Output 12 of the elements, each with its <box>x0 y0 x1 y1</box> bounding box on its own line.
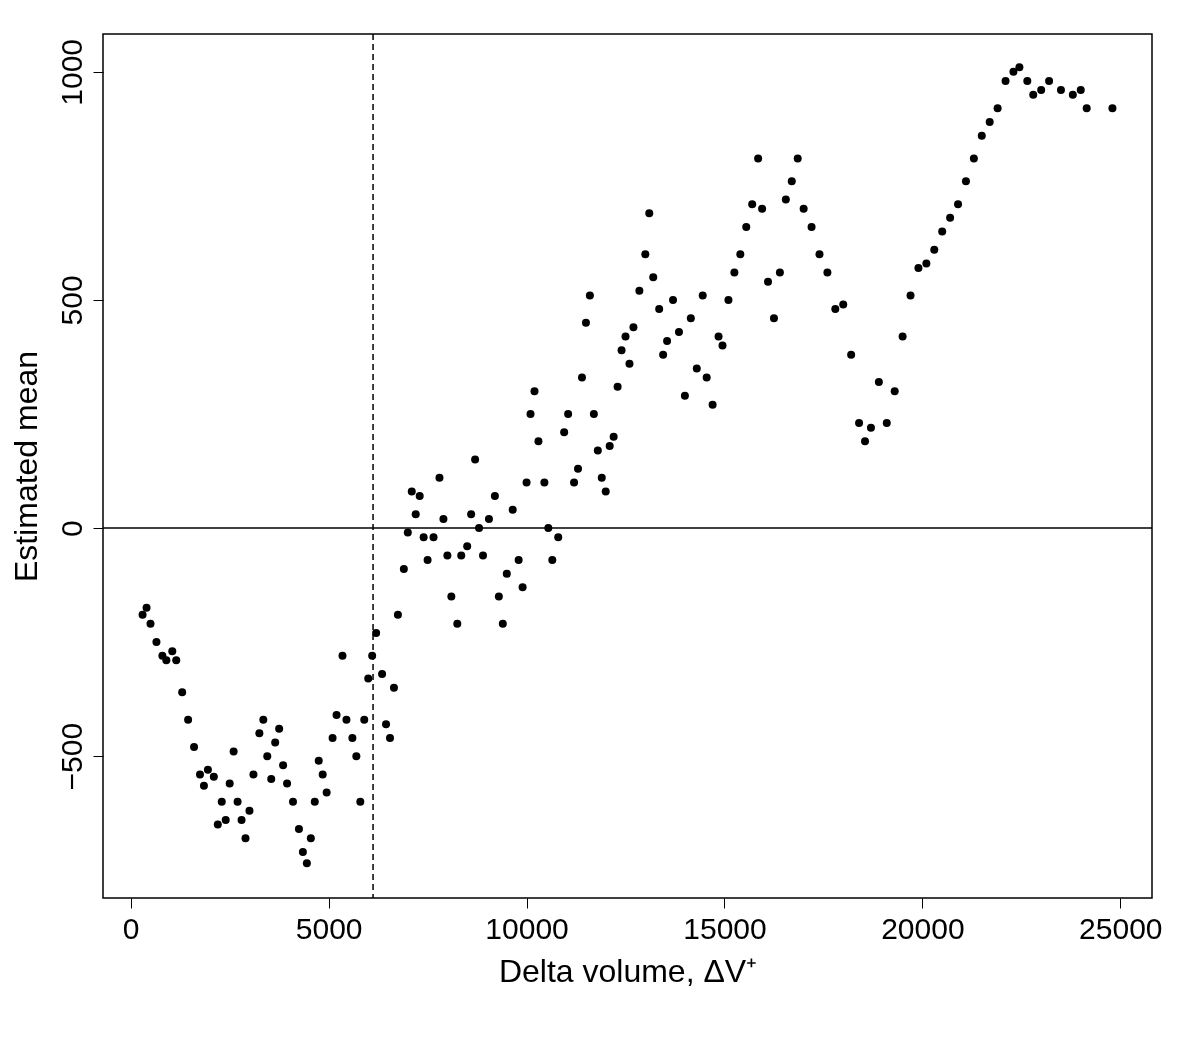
x-tick-label: 5000 <box>295 911 363 945</box>
y-tick-label: −500 <box>54 722 88 791</box>
y-tick-label: 500 <box>54 275 88 326</box>
x-tick-label: 20000 <box>881 911 965 945</box>
y-tick-label: 1000 <box>54 38 88 106</box>
x-tick-label: 10000 <box>485 911 569 945</box>
y-tick-label: 0 <box>54 520 88 537</box>
x-axis-title: Delta volume, ΔV⁺ <box>498 952 758 989</box>
x-tick-label: 0 <box>122 911 140 945</box>
y-axis-title: Estimated mean <box>7 350 44 583</box>
x-tick-label: 15000 <box>683 911 767 945</box>
x-tick-label: 25000 <box>1079 911 1163 945</box>
